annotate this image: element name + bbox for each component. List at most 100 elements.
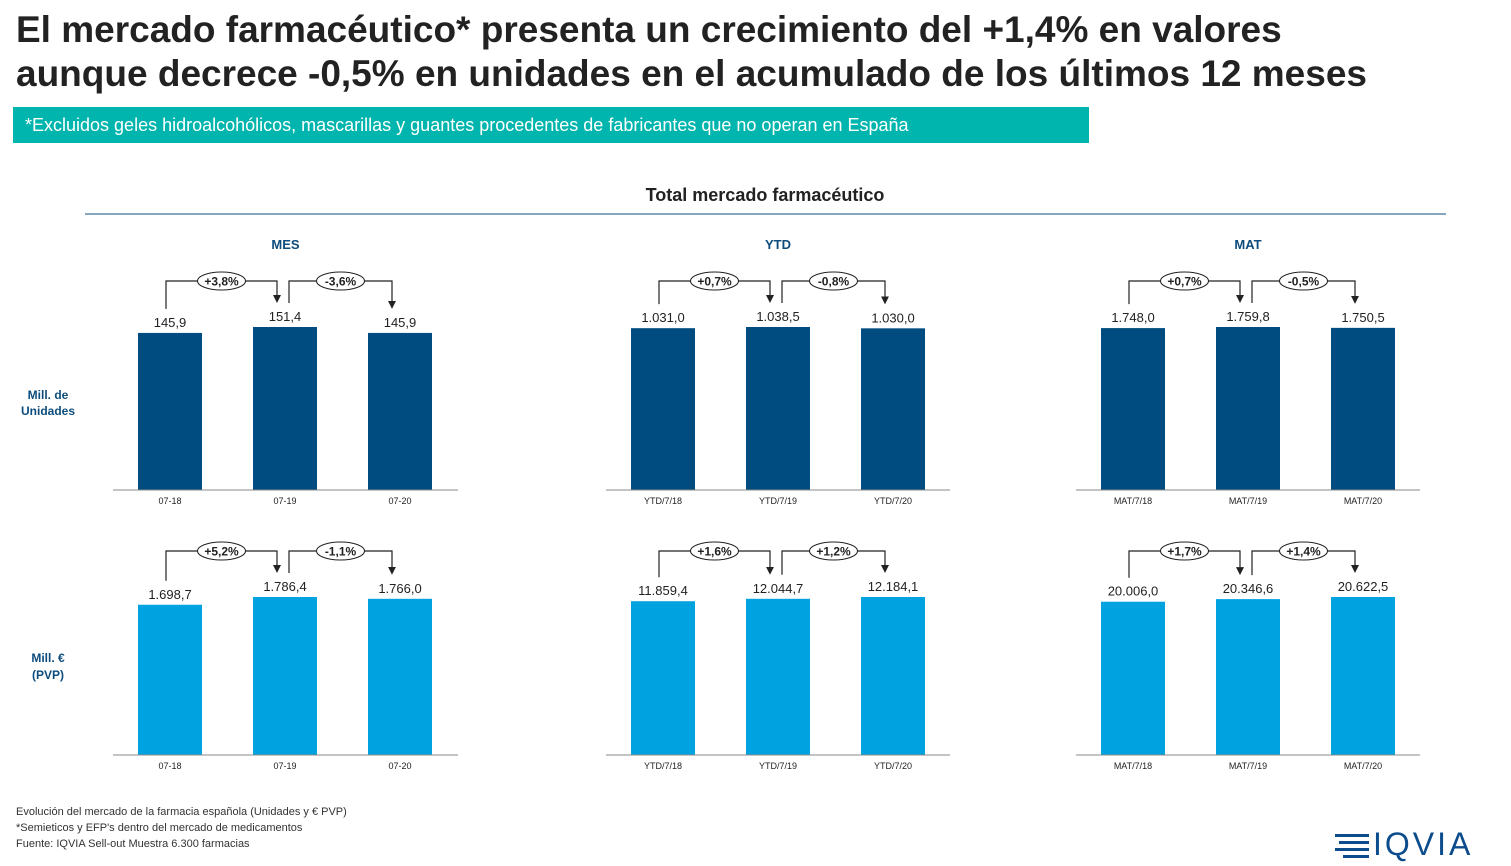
- bar: [1331, 327, 1395, 490]
- growth-badge: [316, 541, 365, 561]
- data-label: 1.031,0: [641, 310, 684, 325]
- logo-text: IQVIA: [1373, 826, 1474, 862]
- iqvia-logo: IQVIA: [1335, 826, 1495, 862]
- chart-panel-3: MAT 1.748,0 MAT/7/18 1.759,8 MAT/7/19 1.750,5…: [1076, 237, 1420, 506]
- tick-label: 07-18: [158, 496, 181, 506]
- growth-badge: [809, 271, 858, 291]
- growth-label: -3,6%: [325, 275, 357, 289]
- bar: [368, 332, 432, 490]
- chart-panel-2: YTD 1.031,0 YTD/7/18 1.038,5 YTD/7/19 1.030,0…: [606, 237, 950, 506]
- bar: [631, 601, 695, 755]
- bar: [631, 328, 695, 490]
- title-line-1: El mercado farmacéutico* presenta un cre…: [16, 9, 1282, 50]
- tick-label: 07-18: [158, 761, 181, 771]
- data-label: 20.622,5: [1338, 579, 1389, 594]
- page-title: El mercado farmacéutico* presenta un cre…: [16, 8, 1506, 96]
- bar: [861, 597, 925, 755]
- growth-badge: [197, 271, 246, 291]
- growth-badge: [197, 541, 246, 561]
- chart-panel-6: 20.006,0 MAT/7/18 20.346,6 MAT/7/19 20.622,5…: [1076, 541, 1420, 771]
- bar: [1101, 328, 1165, 490]
- footnote-1: Evolución del mercado de la farmacia esp…: [16, 806, 347, 818]
- tick-label: YTD/7/20: [874, 761, 912, 771]
- tick-label: 07-19: [273, 496, 296, 506]
- tick-label: YTD/7/20: [874, 496, 912, 506]
- bar: [1101, 601, 1165, 755]
- chart-panel-5: 11.859,4 YTD/7/18 12.044,7 YTD/7/19 12.184,1…: [606, 541, 950, 771]
- bar: [746, 598, 810, 755]
- row-label-value-line-2: (PVP): [32, 668, 64, 682]
- growth-label: +1,2%: [816, 545, 851, 559]
- panel-title: MAT: [1234, 237, 1261, 252]
- bar: [138, 604, 202, 755]
- bar-charts-figure: Total mercado farmacéutico Mill. de Unida…: [21, 185, 1446, 771]
- row-label-units-line-1: Mill. de: [28, 388, 69, 402]
- tick-label: YTD/7/19: [759, 496, 797, 506]
- section-title: Total mercado farmacéutico: [646, 185, 885, 205]
- tick-label: MAT/7/20: [1344, 761, 1382, 771]
- growth-label: +0,7%: [1167, 275, 1202, 289]
- tick-label: MAT/7/18: [1114, 761, 1152, 771]
- tick-label: MAT/7/20: [1344, 496, 1382, 506]
- growth-label: +5,2%: [204, 545, 239, 559]
- data-label: 1.698,7: [148, 587, 191, 602]
- tick-label: YTD/7/19: [759, 761, 797, 771]
- bar: [1216, 599, 1280, 755]
- data-label: 1.038,5: [756, 309, 799, 324]
- growth-label: -1,1%: [325, 545, 357, 559]
- growth-label: +1,7%: [1167, 545, 1202, 559]
- data-label: 1.030,0: [871, 310, 914, 325]
- data-label: 12.044,7: [753, 581, 804, 596]
- growth-label: +0,7%: [697, 275, 732, 289]
- growth-badge: [1279, 271, 1328, 291]
- panel-title: YTD: [765, 237, 791, 252]
- data-label: 1.766,0: [378, 581, 421, 596]
- panel-title: MES: [271, 237, 300, 252]
- growth-badge: [1160, 541, 1209, 561]
- tick-label: MAT/7/19: [1229, 761, 1267, 771]
- growth-badge: [809, 541, 858, 561]
- chart-panel-1: MES 145,9 07-18 151,4 07-19 145,9 07-20 +3,8% -3…: [113, 237, 458, 506]
- growth-label: -0,8%: [818, 275, 850, 289]
- tick-label: 07-20: [388, 496, 411, 506]
- growth-label: -0,5%: [1288, 275, 1320, 289]
- bar: [368, 598, 432, 755]
- data-label: 145,9: [154, 315, 187, 330]
- data-label: 1.750,5: [1341, 310, 1384, 325]
- data-label: 11.859,4: [638, 583, 688, 598]
- footnotes: Evolución del mercado de la farmacia esp…: [16, 804, 347, 852]
- tick-label: MAT/7/19: [1229, 496, 1267, 506]
- growth-label: +1,6%: [697, 545, 732, 559]
- data-label: 1.748,0: [1111, 310, 1154, 325]
- data-label: 1.759,8: [1226, 309, 1269, 324]
- tick-label: YTD/7/18: [644, 496, 682, 506]
- growth-label: +1,4%: [1286, 545, 1321, 559]
- bar: [861, 328, 925, 490]
- bar: [253, 597, 317, 755]
- bar: [138, 332, 202, 490]
- data-label: 151,4: [269, 309, 302, 324]
- title-line-2: aunque decrece -0,5% en unidades en el a…: [16, 53, 1367, 94]
- growth-badge: [690, 271, 739, 291]
- growth-badge: [1160, 271, 1209, 291]
- chart-panel-4: 1.698,7 07-18 1.786,4 07-19 1.766,0 07-20 +5,2…: [113, 541, 458, 771]
- data-label: 20.346,6: [1223, 581, 1274, 596]
- bar: [1331, 597, 1395, 755]
- tick-label: MAT/7/18: [1114, 496, 1152, 506]
- data-label: 1.786,4: [263, 579, 306, 594]
- tick-label: YTD/7/18: [644, 761, 682, 771]
- bar: [1216, 327, 1280, 490]
- growth-label: +3,8%: [204, 275, 239, 289]
- data-label: 12.184,1: [868, 579, 919, 594]
- footnote-2: *Semieticos y EFP's dentro del mercado d…: [16, 822, 303, 834]
- bar: [253, 327, 317, 490]
- growth-badge: [690, 541, 739, 561]
- exclusion-banner: *Excluidos geles hidroalcohólicos, masca…: [13, 107, 1089, 143]
- bar: [746, 327, 810, 490]
- footnote-3: Fuente: IQVIA Sell-out Muestra 6.300 far…: [16, 838, 250, 850]
- data-label: 20.006,0: [1108, 584, 1159, 599]
- growth-badge: [316, 271, 365, 291]
- data-label: 145,9: [384, 315, 417, 330]
- row-label-value-line-1: Mill. €: [31, 651, 65, 665]
- row-label-units-line-2: Unidades: [21, 404, 75, 418]
